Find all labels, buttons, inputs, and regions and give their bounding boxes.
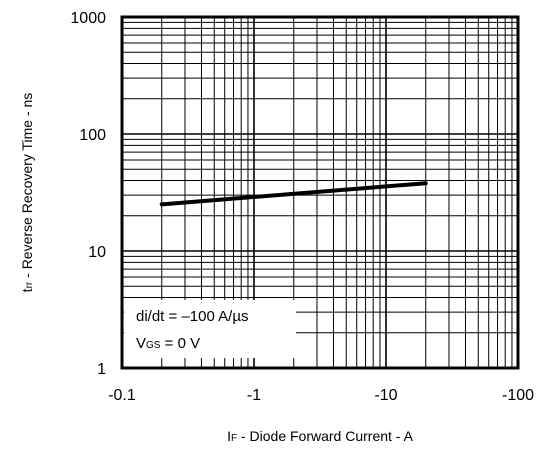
- annotation-box: di/dt = –100 A/µs VGS = 0 V: [124, 300, 296, 358]
- y-axis-label-sub: rr: [24, 281, 35, 288]
- annotation-vgs: VGS = 0 V: [136, 335, 200, 352]
- y-axis-label: trr - Reverse Recovery Time - ns: [19, 93, 35, 293]
- annotation-vgs-main: V: [136, 335, 146, 352]
- annotation-didt: di/dt = –100 A/µs: [136, 308, 248, 325]
- x-tick-label: -10: [374, 387, 397, 404]
- x-tick-labels: -0.1 -1 -10 -100: [108, 387, 534, 404]
- annotation-background: [124, 300, 296, 358]
- grid-lines: [122, 17, 518, 368]
- x-axis-label-rest: - Diode Forward Current - A: [237, 428, 413, 444]
- y-axis-label-main: t: [19, 288, 35, 292]
- y-tick-label: 1000: [70, 10, 106, 27]
- x-tick-label: -1: [247, 387, 261, 404]
- y-tick-label: 10: [88, 244, 106, 261]
- x-tick-label: -100: [502, 387, 534, 404]
- series-layer: [159, 181, 428, 207]
- y-axis-label-rest: - Reverse Recovery Time - ns: [19, 93, 35, 282]
- x-axis-label: IF - Diode Forward Current - A: [227, 428, 413, 444]
- x-tick-label: -0.1: [108, 387, 136, 404]
- x-axis-label-sub: F: [231, 433, 237, 444]
- series-line-0: [159, 181, 428, 207]
- x-axis-label-main: I: [227, 428, 231, 444]
- annotation-vgs-sub: GS: [146, 340, 161, 351]
- annotation-vgs-rest: = 0 V: [160, 335, 200, 352]
- y-tick-label: 1: [97, 361, 106, 378]
- y-tick-label: 100: [79, 127, 106, 144]
- plot-frame: [120, 15, 520, 370]
- y-tick-labels: 1 10 100 1000: [70, 10, 106, 378]
